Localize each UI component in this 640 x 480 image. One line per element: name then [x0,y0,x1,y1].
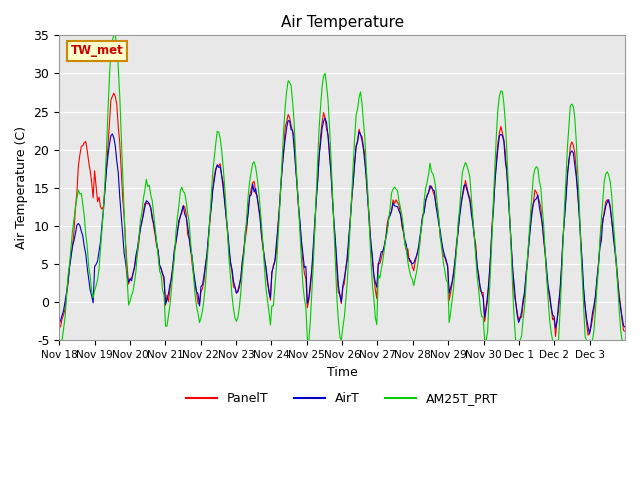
AM25T_PRT [545,297,552,303]
Line: PanelT: PanelT [59,93,625,336]
X-axis label: Time: Time [326,366,358,379]
AirT [620,323,627,328]
AirT [321,115,329,121]
PanelT [348,199,355,204]
Legend: PanelT, AirT, AM25T_PRT: PanelT, AirT, AM25T_PRT [181,387,503,410]
AM25T_PRT [74,187,82,193]
PanelT [74,163,82,169]
PanelT [55,325,63,331]
PanelT [620,327,627,333]
Line: AirT: AirT [59,118,625,334]
AirT [348,195,355,201]
Title: Air Temperature: Air Temperature [280,15,404,30]
AirT [460,183,468,189]
AirT [545,284,552,289]
AM25T_PRT [55,337,63,343]
PanelT [621,328,629,334]
PanelT [110,90,118,96]
PanelT [545,287,552,292]
Line: AM25T_PRT: AM25T_PRT [59,36,625,340]
AM25T_PRT [621,337,629,343]
AM25T_PRT [348,193,355,199]
AM25T_PRT [92,283,100,289]
AM25T_PRT [110,33,118,38]
AM25T_PRT [460,164,468,169]
AirT [621,324,629,330]
PanelT [552,334,559,339]
AirT [55,321,63,327]
AirT [586,331,593,336]
Y-axis label: Air Temperature (C): Air Temperature (C) [15,126,28,250]
PanelT [460,187,468,192]
AirT [92,262,100,267]
Text: TW_met: TW_met [70,45,124,58]
AirT [74,221,82,227]
AM25T_PRT [618,337,626,343]
PanelT [92,184,100,190]
